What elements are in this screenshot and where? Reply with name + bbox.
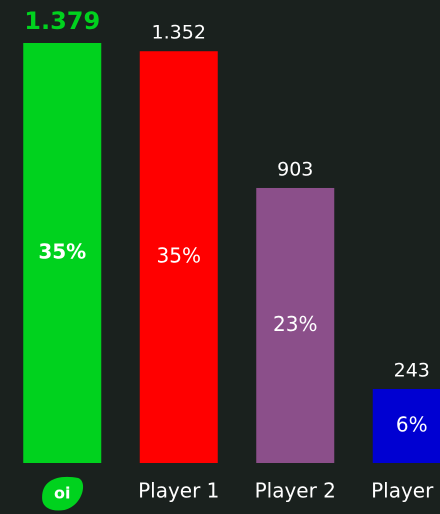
share-label: 6% [396,412,428,436]
share-label: 35% [38,240,86,264]
bar [23,43,102,463]
bar [256,187,335,464]
logo [42,476,84,511]
category-label: Player 2 [255,479,336,503]
bar [372,388,440,463]
value-label: 903 [277,158,313,180]
category-label: oi [54,484,70,503]
value-label: 1.352 [152,22,206,44]
bar [139,51,218,463]
category-label: Player 1 [138,479,219,503]
share-label: 23% [273,312,317,336]
category-label: Player 3 [371,479,440,503]
value-label: 1.379 [24,7,100,35]
value-label: 243 [394,359,430,381]
share-label: 35% [157,244,201,268]
